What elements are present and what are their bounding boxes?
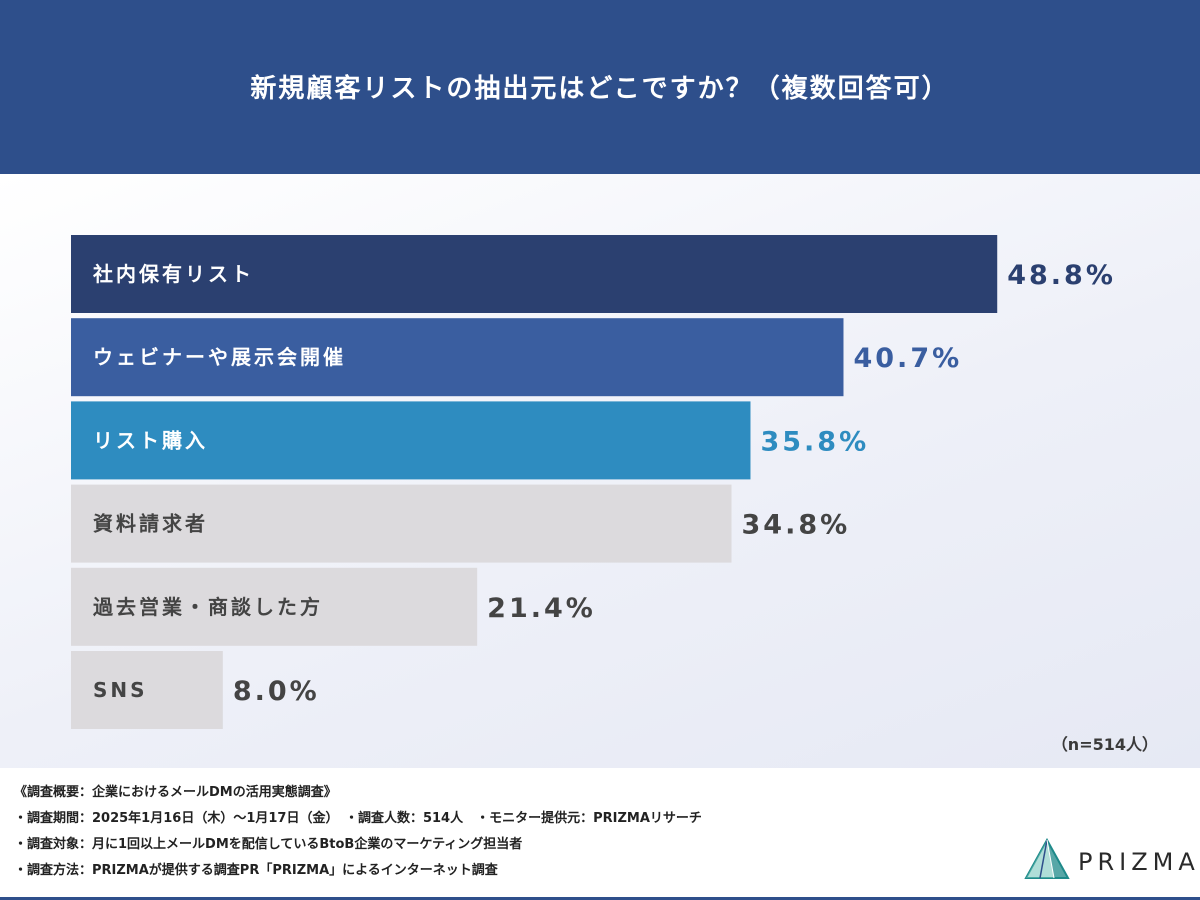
bar-value-label-2: 35.8% <box>760 426 869 457</box>
bar-value-label-0: 48.8% <box>1007 260 1116 291</box>
survey-notes: 《調査概要：企業におけるメールDMの活用実態調査》 ・調査期間：2025年1月1… <box>14 780 702 884</box>
bar-label-2: リスト購入 <box>93 428 208 452</box>
prism-triangle-icon <box>1024 838 1070 879</box>
bar-2 <box>71 401 751 480</box>
bar-label-1: ウェビナーや展示会開催 <box>93 345 346 369</box>
bar-0 <box>71 235 998 313</box>
survey-period: ・調査期間：2025年1月16日（木）〜1月17日（金） ・調査人数：514人 … <box>14 811 702 826</box>
bar-3 <box>71 484 732 563</box>
bar-label-5: SNS <box>93 678 148 702</box>
bar-value-label-5: 8.0% <box>233 676 320 707</box>
bar-4 <box>71 567 478 646</box>
bar-label-4: 過去営業・商談した方 <box>93 595 323 619</box>
bar-label-3: 資料請求者 <box>93 512 208 536</box>
survey-target: ・調査対象：月に1回以上メールDMを配信しているBtoB企業のマーケティング担当… <box>14 837 523 852</box>
bar-1 <box>71 318 844 397</box>
logo-text: PRIZMA <box>1078 848 1200 876</box>
sample-size-note: （n=514人） <box>1051 735 1158 754</box>
survey-footer: 《調査概要：企業におけるメールDMの活用実態調査》 ・調査期間：2025年1月1… <box>0 768 1200 900</box>
bar-value-label-4: 21.4% <box>487 593 596 624</box>
survey-overview: 《調査概要：企業におけるメールDMの活用実態調査》 <box>14 785 337 800</box>
bar-chart: 社内保有リスト 48.8% ウェビナーや展示会開催 40.7% リスト購入 35.8% 資料… <box>71 235 1116 729</box>
bottom-rule <box>0 897 1200 900</box>
bar-5 <box>71 651 223 729</box>
bar-value-label-1: 40.7% <box>853 343 962 374</box>
chart-title: 新規顧客リストの抽出元はどこですか？（複数回答可） <box>250 74 950 104</box>
bar-value-label-3: 34.8% <box>742 510 851 541</box>
prizma-logo: PRIZMA <box>1024 838 1195 882</box>
survey-method: ・調査方法：PRIZMAが提供する調査PR「PRIZMA」によるインターネット調… <box>14 863 498 878</box>
bar-label-0: 社内保有リスト <box>92 262 254 286</box>
title-banner: 新規顧客リストの抽出元はどこですか？（複数回答可） <box>0 0 1200 174</box>
